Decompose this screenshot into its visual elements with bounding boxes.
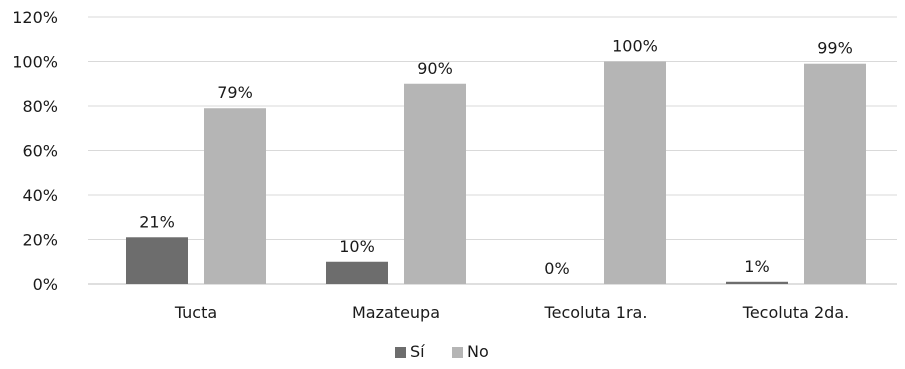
bar-no [604, 61, 666, 284]
bar-si [126, 237, 188, 284]
bar-no [804, 63, 866, 284]
data-label: 100% [612, 37, 658, 56]
legend-label: Sí [410, 342, 425, 361]
legend-swatch [395, 347, 406, 358]
y-tick-label: 0% [33, 275, 58, 294]
bar-no [404, 83, 466, 284]
data-label: 10% [339, 237, 375, 256]
y-tick-label: 40% [22, 186, 58, 205]
legend-swatch [452, 347, 463, 358]
x-category-label: Tucta [174, 303, 217, 322]
data-label: 1% [744, 257, 769, 276]
x-category-label: Tecoluta 2da. [742, 303, 849, 322]
legend-label: No [467, 342, 489, 361]
y-tick-label: 120% [12, 8, 58, 27]
data-label: 21% [139, 212, 175, 231]
bar-no [204, 108, 266, 284]
bar-si [326, 261, 388, 284]
data-label: 90% [417, 59, 453, 78]
data-label: 79% [217, 83, 253, 102]
bar-si [726, 281, 788, 284]
y-tick-label: 20% [22, 231, 58, 250]
y-tick-label: 100% [12, 53, 58, 72]
data-label: 99% [817, 39, 853, 58]
y-tick-label: 60% [22, 142, 58, 161]
x-category-label: Mazateupa [352, 303, 440, 322]
x-category-label: Tecoluta 1ra. [544, 303, 648, 322]
data-label: 0% [544, 259, 569, 278]
y-tick-label: 80% [22, 97, 58, 116]
